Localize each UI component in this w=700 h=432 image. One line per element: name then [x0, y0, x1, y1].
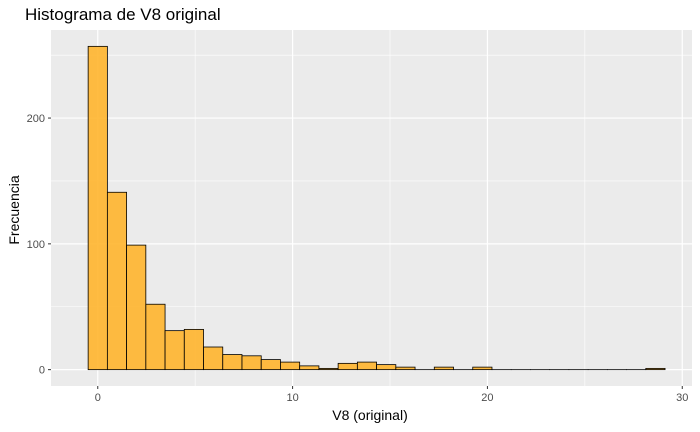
histogram-bar: [164, 330, 185, 371]
histogram-bar: [222, 354, 243, 371]
x-tick-label: 10: [286, 392, 298, 404]
x-tick-label: 0: [95, 392, 101, 404]
histogram-bar: [260, 359, 281, 371]
histogram-bar: [280, 361, 301, 371]
histogram-bar: [337, 362, 358, 371]
y-tick-label: 0: [39, 365, 45, 377]
histogram-bar: [106, 191, 128, 371]
histogram-bar: [183, 328, 204, 371]
histogram-bar: [356, 361, 377, 371]
y-tick-label: 100: [27, 239, 45, 251]
x-tick-label: 20: [481, 392, 493, 404]
y-axis-ticks: 0 100 200: [27, 113, 51, 377]
histogram-bar: [145, 303, 166, 371]
x-axis-ticks: 0 10 20 30: [95, 386, 688, 404]
histogram-bars: [87, 45, 666, 371]
chart-title: Histograma de V8 original: [25, 5, 221, 24]
histogram-bar: [318, 367, 339, 371]
histogram-bar: [376, 364, 397, 371]
histogram-bar: [472, 366, 493, 371]
histogram-bar: [126, 244, 147, 371]
histogram-bar: [395, 366, 416, 371]
histogram-bar: [241, 355, 262, 371]
histogram-bar: [87, 45, 108, 371]
histogram-bar: [645, 367, 666, 371]
x-axis-title: V8 (original): [332, 407, 407, 423]
histogram-bar: [299, 365, 320, 371]
histogram-bar: [433, 366, 454, 371]
y-tick-label: 200: [27, 113, 45, 125]
x-tick-label: 30: [676, 392, 688, 404]
y-axis-title: Frecuencia: [6, 175, 22, 244]
histogram-bar: [203, 346, 224, 371]
